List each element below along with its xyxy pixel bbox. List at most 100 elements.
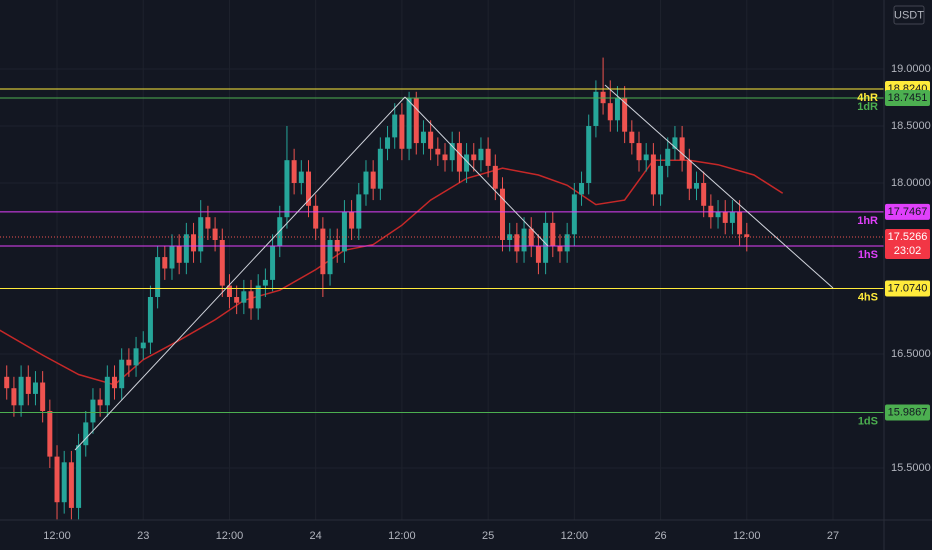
candle-body <box>234 296 240 303</box>
candle-body <box>535 245 541 263</box>
trend-line <box>604 84 834 289</box>
candle-body <box>650 154 656 195</box>
candle-body <box>298 171 304 183</box>
candle-body <box>262 279 268 286</box>
candle-body <box>61 462 67 503</box>
drawings <box>74 84 834 451</box>
y-tick-label: 19.0000 <box>891 63 931 75</box>
level-name: 1hR <box>857 215 878 227</box>
candle-body <box>370 171 376 189</box>
level-name: 1dS <box>858 415 878 427</box>
candle-body <box>104 376 110 406</box>
candle-body <box>226 285 232 297</box>
x-tick-label: 26 <box>654 530 666 542</box>
candle-body <box>406 97 412 149</box>
candle-body <box>83 422 89 446</box>
candle-body <box>385 137 391 149</box>
candle-body <box>435 148 441 155</box>
candle-body <box>54 456 60 503</box>
candle-body <box>176 245 182 263</box>
candle-body <box>557 245 563 252</box>
candle-body <box>499 188 505 240</box>
candle-body <box>485 148 491 166</box>
candle-body <box>521 228 527 252</box>
last-price-box <box>885 228 930 259</box>
candle-body <box>270 245 276 280</box>
level-price: 17.7467 <box>888 206 928 218</box>
candle-body <box>614 97 620 121</box>
last-price: 17.5266 <box>888 231 928 243</box>
grid <box>0 0 884 520</box>
candle-body <box>456 143 462 172</box>
candle-body <box>636 143 642 161</box>
candle-body <box>744 234 750 237</box>
countdown: 23:02 <box>894 245 922 257</box>
candle-body <box>97 399 103 406</box>
candle-body <box>722 211 728 223</box>
candle-body <box>191 234 197 252</box>
x-tick-label: 12:00 <box>388 530 416 542</box>
y-tick-label: 18.5000 <box>891 120 931 132</box>
level-price-box <box>885 280 930 297</box>
candle-body <box>25 376 31 394</box>
candle-body <box>693 182 699 189</box>
candle-body <box>4 376 10 389</box>
y-tick-label: 15.5000 <box>891 462 931 474</box>
x-tick-label: 12:00 <box>43 530 71 542</box>
candle-body <box>140 342 146 349</box>
candle-body <box>155 257 161 297</box>
candle-body <box>327 239 333 275</box>
x-tick-label: 12:00 <box>561 530 589 542</box>
candle-body <box>729 211 735 223</box>
candle-body <box>392 114 398 138</box>
candle-body <box>550 222 556 246</box>
candle-body <box>11 388 17 406</box>
candle-body <box>428 131 434 149</box>
candle-body <box>629 131 635 144</box>
x-tick-label: 23 <box>137 530 149 542</box>
candle-body <box>126 359 132 366</box>
level-name: 1hS <box>858 249 878 261</box>
candle-body <box>586 125 592 183</box>
candle-body <box>643 154 649 161</box>
candle-body <box>471 154 477 161</box>
candle-body <box>205 217 211 229</box>
x-tick-label: 12:00 <box>733 530 761 542</box>
candle-body <box>737 211 743 235</box>
labels: 15.5000 16.5000 18.0000 18.5000 19.0000 12:00… <box>43 63 931 542</box>
candle-body <box>665 148 671 166</box>
candle-body <box>571 194 577 235</box>
x-tick-label: 25 <box>482 530 494 542</box>
candle-body <box>564 234 570 252</box>
candle-body <box>47 411 53 457</box>
level-price: 17.0740 <box>888 282 928 294</box>
candle-body <box>579 182 585 195</box>
candle-body <box>40 382 46 412</box>
currency: USDT <box>894 9 924 21</box>
candles <box>0 57 884 520</box>
level-price-box <box>885 90 930 107</box>
trend-line <box>74 96 406 451</box>
candle-body <box>658 165 664 195</box>
level-price-box <box>885 203 930 220</box>
x-tick-label: 24 <box>310 530 322 542</box>
candle-body <box>68 462 74 508</box>
candle-body <box>363 171 369 195</box>
candle-body <box>672 137 678 149</box>
candle-body <box>183 234 189 263</box>
candle-body <box>377 148 383 189</box>
candle-body <box>514 234 520 252</box>
level-price: 15.9867 <box>888 406 928 418</box>
candle-body <box>349 211 355 229</box>
candle-body <box>442 154 448 161</box>
trend-line <box>404 96 549 247</box>
candle-body <box>600 91 606 104</box>
candle-body <box>607 103 613 121</box>
currency-box[interactable] <box>893 5 925 25</box>
candle-body <box>291 160 297 183</box>
candle-body <box>507 234 513 240</box>
candle-body <box>90 399 96 423</box>
